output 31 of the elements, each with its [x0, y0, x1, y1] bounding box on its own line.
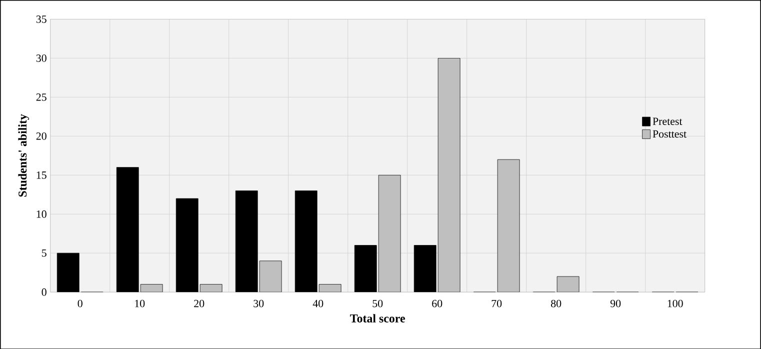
- bar: [378, 174, 401, 292]
- bar: [438, 58, 460, 292]
- y-tick-label: 35: [36, 15, 46, 23]
- y-tick-label: 15: [36, 171, 46, 179]
- y-tick-label: 10: [36, 210, 46, 218]
- x-tick-label: 10: [135, 300, 145, 308]
- x-tick-label: 40: [312, 300, 324, 308]
- y-tick-label: 0: [42, 288, 46, 296]
- x-tick-label: 50: [372, 300, 383, 308]
- bar: [319, 284, 342, 292]
- bar: [200, 284, 222, 292]
- bar: [557, 276, 580, 292]
- legend-label: Posttest: [652, 130, 686, 138]
- y-tick-label: 5: [42, 249, 46, 257]
- x-tick-label: 20: [194, 300, 204, 308]
- y-tick-label: 20: [36, 132, 46, 140]
- x-axis-title: Total score: [350, 314, 405, 322]
- bar: [498, 159, 520, 292]
- y-axis-title: Students' ability: [18, 114, 30, 196]
- bar: [260, 260, 282, 292]
- y-tick-label: 30: [36, 54, 46, 62]
- x-tick-label: 80: [551, 300, 562, 308]
- legend-label: Pretest: [652, 118, 682, 125]
- y-tick-label: 25: [36, 93, 46, 101]
- x-tick-label: 70: [492, 300, 502, 308]
- x-tick-label: 100: [668, 300, 683, 308]
- x-tick-label: 0: [78, 300, 82, 308]
- x-tick-label: 30: [254, 300, 264, 308]
- x-tick-label: 90: [610, 300, 621, 308]
- bar: [140, 284, 163, 292]
- x-tick-label: 60: [432, 300, 442, 308]
